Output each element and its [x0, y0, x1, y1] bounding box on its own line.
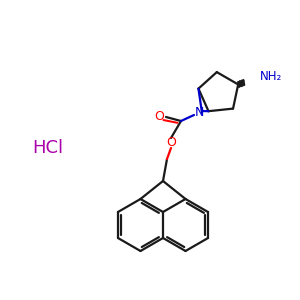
Text: O: O — [154, 110, 164, 122]
Text: N: N — [194, 106, 204, 119]
Text: O: O — [166, 136, 176, 149]
Text: HCl: HCl — [32, 139, 64, 157]
Text: NH₂: NH₂ — [260, 70, 282, 83]
